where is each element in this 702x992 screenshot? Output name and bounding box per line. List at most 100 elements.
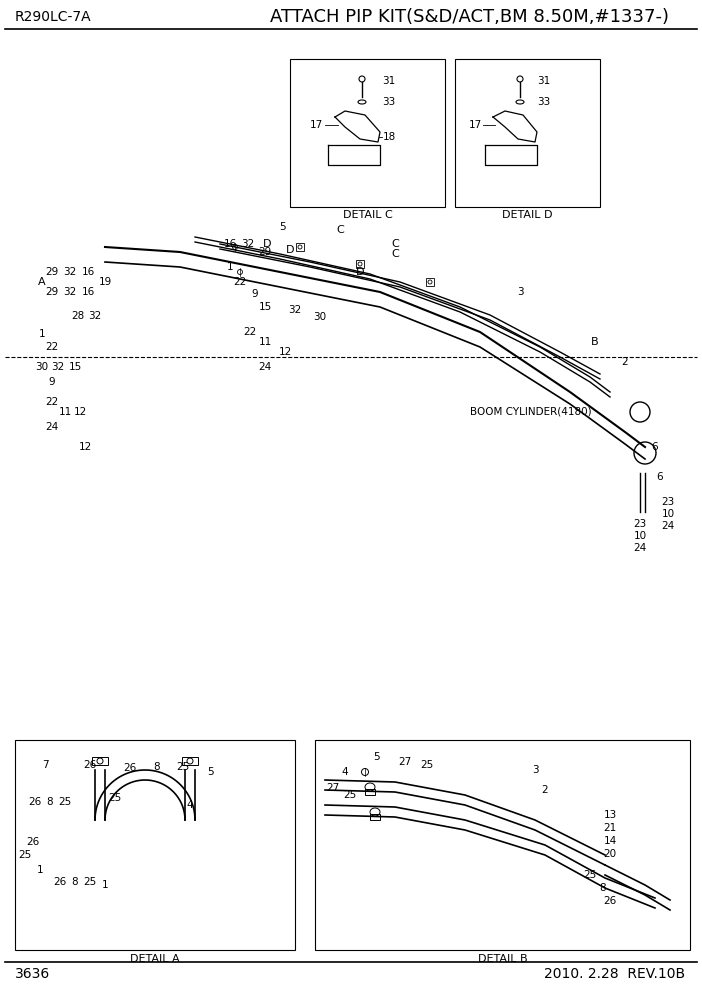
Text: 25: 25	[84, 877, 97, 887]
Text: 33: 33	[382, 97, 395, 107]
Text: 12: 12	[74, 407, 86, 417]
Text: 8: 8	[47, 797, 53, 807]
Text: 26: 26	[84, 760, 97, 770]
Text: DETAIL C: DETAIL C	[343, 210, 392, 220]
Text: 1: 1	[227, 262, 233, 272]
Bar	[356, 260, 364, 268]
Text: 24: 24	[661, 521, 675, 531]
Text: 16: 16	[81, 267, 95, 277]
Text: 31: 31	[537, 76, 550, 86]
Text: 12: 12	[279, 347, 291, 357]
Text: 10: 10	[633, 531, 647, 541]
Text: D: D	[356, 267, 364, 277]
Text: 6: 6	[651, 442, 658, 452]
Text: 10: 10	[661, 509, 675, 519]
Text: 25: 25	[420, 760, 434, 770]
Text: 9: 9	[48, 377, 55, 387]
Text: 15: 15	[258, 302, 272, 312]
Text: 13: 13	[604, 810, 616, 820]
Bar	[426, 278, 434, 286]
Text: 3636: 3636	[15, 967, 51, 981]
Text: 1: 1	[102, 880, 108, 890]
Text: 2: 2	[622, 357, 628, 367]
Text: 7: 7	[41, 760, 48, 770]
Bar	[296, 243, 304, 251]
Text: 22: 22	[46, 397, 59, 407]
Text: 32: 32	[51, 362, 65, 372]
Text: 9: 9	[252, 289, 258, 299]
Text: 29: 29	[258, 247, 272, 257]
Text: 29: 29	[46, 287, 59, 297]
Text: 25: 25	[108, 793, 121, 803]
Text: 33: 33	[537, 97, 550, 107]
Text: 21: 21	[604, 823, 616, 833]
Text: 27: 27	[326, 783, 340, 793]
Text: 2: 2	[542, 785, 548, 795]
Text: 18: 18	[383, 132, 396, 142]
Text: 8: 8	[600, 883, 607, 893]
Text: 11: 11	[258, 337, 272, 347]
Text: 8: 8	[154, 762, 160, 772]
Text: 29: 29	[46, 267, 59, 277]
Text: 8: 8	[72, 877, 79, 887]
Text: 5: 5	[208, 767, 214, 777]
Text: C: C	[336, 225, 344, 235]
Text: 19: 19	[98, 277, 112, 287]
Text: 17: 17	[310, 120, 323, 130]
Text: 17: 17	[469, 120, 482, 130]
Text: 4: 4	[342, 767, 348, 777]
Text: 5: 5	[279, 222, 285, 232]
Text: D: D	[286, 245, 294, 255]
Text: D: D	[263, 239, 271, 249]
Text: 32: 32	[63, 287, 77, 297]
Text: ATTACH PIP KIT(S&D/ACT,BM 8.50M,#1337-): ATTACH PIP KIT(S&D/ACT,BM 8.50M,#1337-)	[270, 8, 669, 26]
Text: 22: 22	[46, 342, 59, 352]
Bar	[315, 740, 690, 950]
Text: 3: 3	[531, 765, 538, 775]
Text: B: B	[591, 337, 599, 347]
Text: 25: 25	[343, 790, 357, 800]
Text: 14: 14	[604, 836, 616, 846]
Text: 32: 32	[88, 311, 102, 321]
Text: C: C	[391, 249, 399, 259]
Text: 26: 26	[604, 896, 616, 906]
Text: 22: 22	[233, 277, 246, 287]
Text: 24: 24	[258, 362, 272, 372]
Text: 26: 26	[53, 877, 67, 887]
Text: 4: 4	[187, 800, 193, 810]
Bar	[455, 59, 600, 207]
Text: DETAIL A: DETAIL A	[130, 954, 180, 964]
Text: A: A	[38, 277, 46, 287]
Text: 5: 5	[373, 752, 380, 762]
Text: 26: 26	[28, 797, 41, 807]
Text: 25: 25	[58, 797, 72, 807]
Text: DETAIL D: DETAIL D	[502, 210, 552, 220]
Text: 1: 1	[39, 329, 46, 339]
Text: 1: 1	[37, 865, 44, 875]
Text: 27: 27	[398, 757, 411, 767]
Text: 24: 24	[633, 543, 647, 553]
Text: 25: 25	[176, 762, 190, 772]
Text: 30: 30	[35, 362, 48, 372]
Text: 16: 16	[223, 239, 237, 249]
Text: 32: 32	[63, 267, 77, 277]
Text: BOOM CYLINDER(4180): BOOM CYLINDER(4180)	[470, 407, 592, 417]
Text: 2010. 2.28  REV.10B: 2010. 2.28 REV.10B	[544, 967, 685, 981]
Text: 24: 24	[46, 422, 59, 432]
Text: 6: 6	[656, 472, 663, 482]
Text: 16: 16	[81, 287, 95, 297]
Bar	[370, 814, 380, 820]
Text: 26: 26	[124, 763, 137, 773]
Text: DETAIL B: DETAIL B	[477, 954, 527, 964]
Text: C: C	[391, 239, 399, 249]
Text: 30: 30	[313, 312, 326, 322]
Text: 25: 25	[583, 870, 597, 880]
Text: 11: 11	[58, 407, 72, 417]
Text: 20: 20	[604, 849, 616, 859]
Text: 26: 26	[27, 837, 39, 847]
Text: 32: 32	[289, 305, 302, 315]
Text: 22: 22	[244, 327, 257, 337]
Text: 31: 31	[382, 76, 395, 86]
Text: 23: 23	[633, 519, 647, 529]
Text: 23: 23	[661, 497, 675, 507]
